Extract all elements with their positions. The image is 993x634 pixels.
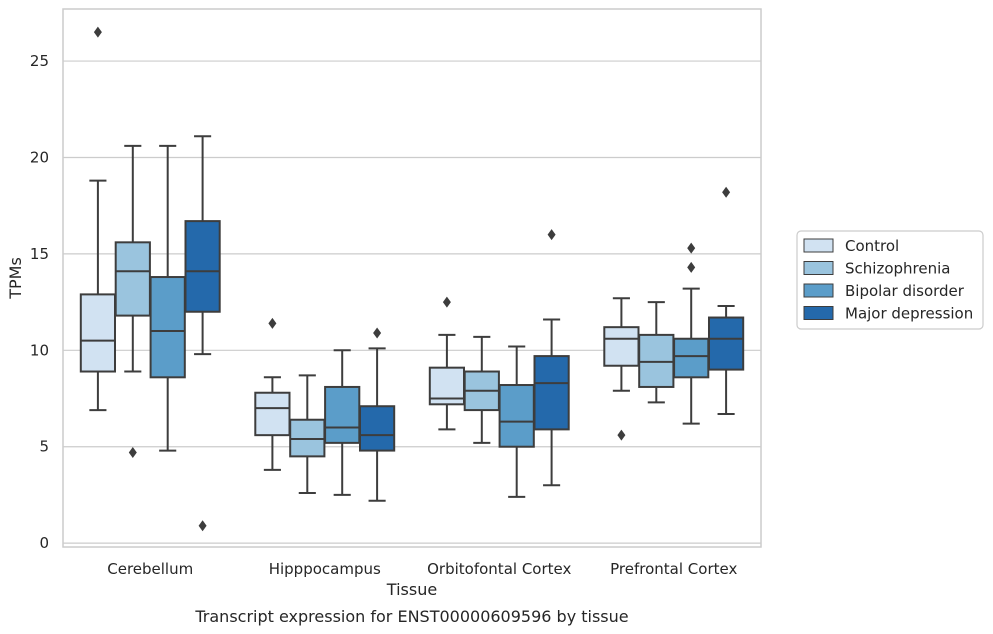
boxes: [79, 26, 745, 532]
outlier-point: [722, 186, 731, 198]
x-tick-label: Hipppocampus: [269, 560, 381, 578]
chart-caption: Transcript expression for ENST0000060959…: [194, 607, 628, 626]
legend-label: Schizophrenia: [845, 260, 950, 278]
outlier-point: [373, 327, 382, 339]
x-tick-label: Prefrontal Cortex: [610, 560, 737, 578]
y-tick-label: 10: [30, 341, 49, 359]
y-tick-label: 20: [30, 148, 49, 166]
outlier-point: [547, 229, 556, 241]
box-bipolar-disorder-1: [324, 349, 361, 496]
box-iqr: [79, 293, 117, 373]
box-bipolar-disorder-3: [673, 242, 710, 425]
y-axis-ticks: 0 5 10 15 20 25: [30, 52, 49, 552]
legend-label: Major depression: [845, 305, 973, 323]
box-bipolar-disorder-0: [149, 144, 186, 452]
legend: Control Schizophrenia Bipolar disorder Majo…: [796, 230, 984, 330]
box-control-1: [254, 317, 291, 471]
outlier-point: [687, 261, 696, 273]
box-schizophrenia-3: [638, 301, 675, 404]
legend-label: Bipolar disorder: [845, 282, 965, 300]
box-schizophrenia-1: [289, 374, 326, 495]
y-tick-label: 0: [39, 534, 49, 552]
legend-swatch: [803, 283, 834, 298]
box-control-3: [603, 297, 640, 441]
box-iqr: [114, 241, 151, 317]
y-tick-label: 25: [30, 52, 49, 70]
outlier-point: [687, 242, 696, 254]
plot-frame: [62, 8, 762, 548]
box-iqr: [358, 405, 396, 452]
outlier-point: [198, 520, 207, 532]
y-axis-label: TPMs: [6, 257, 25, 300]
x-axis-label: Tissue: [386, 580, 437, 599]
outlier-point: [617, 429, 626, 441]
box-major-depression-3: [707, 186, 745, 415]
box-control-2: [428, 296, 466, 431]
y-tick-label: 5: [39, 438, 49, 456]
outlier-point: [128, 447, 137, 459]
outlier-point: [268, 317, 277, 329]
legend-swatch: [803, 261, 834, 275]
x-tick-label: Cerebellum: [107, 560, 193, 578]
box-iqr: [673, 337, 710, 379]
outlier-point: [93, 26, 102, 38]
box-major-depression-1: [358, 327, 396, 502]
box-iqr: [533, 355, 570, 431]
legend-swatch: [803, 306, 834, 320]
box-iqr: [707, 316, 745, 371]
box-iqr: [498, 384, 535, 448]
box-schizophrenia-2: [463, 335, 500, 444]
outlier-point: [442, 296, 451, 308]
box-schizophrenia-0: [114, 144, 151, 459]
box-iqr: [254, 391, 291, 437]
x-tick-label: Orbitofontal Cortex: [427, 560, 571, 578]
box-iqr: [149, 276, 186, 379]
box-bipolar-disorder-2: [498, 345, 535, 498]
y-tick-label: 15: [30, 245, 49, 263]
legend-label: Control: [845, 237, 899, 255]
x-axis-ticks: Cerebellum Hipppocampus Orbitofontal Corte…: [107, 560, 737, 578]
box-iqr: [324, 385, 361, 444]
box-iqr: [603, 326, 640, 367]
box-iqr: [184, 220, 221, 313]
box-control-0: [79, 26, 117, 412]
legend-frame: [796, 230, 984, 330]
box-major-depression-0: [184, 135, 221, 532]
legend-swatch: [803, 238, 834, 253]
box-major-depression-2: [533, 229, 570, 487]
